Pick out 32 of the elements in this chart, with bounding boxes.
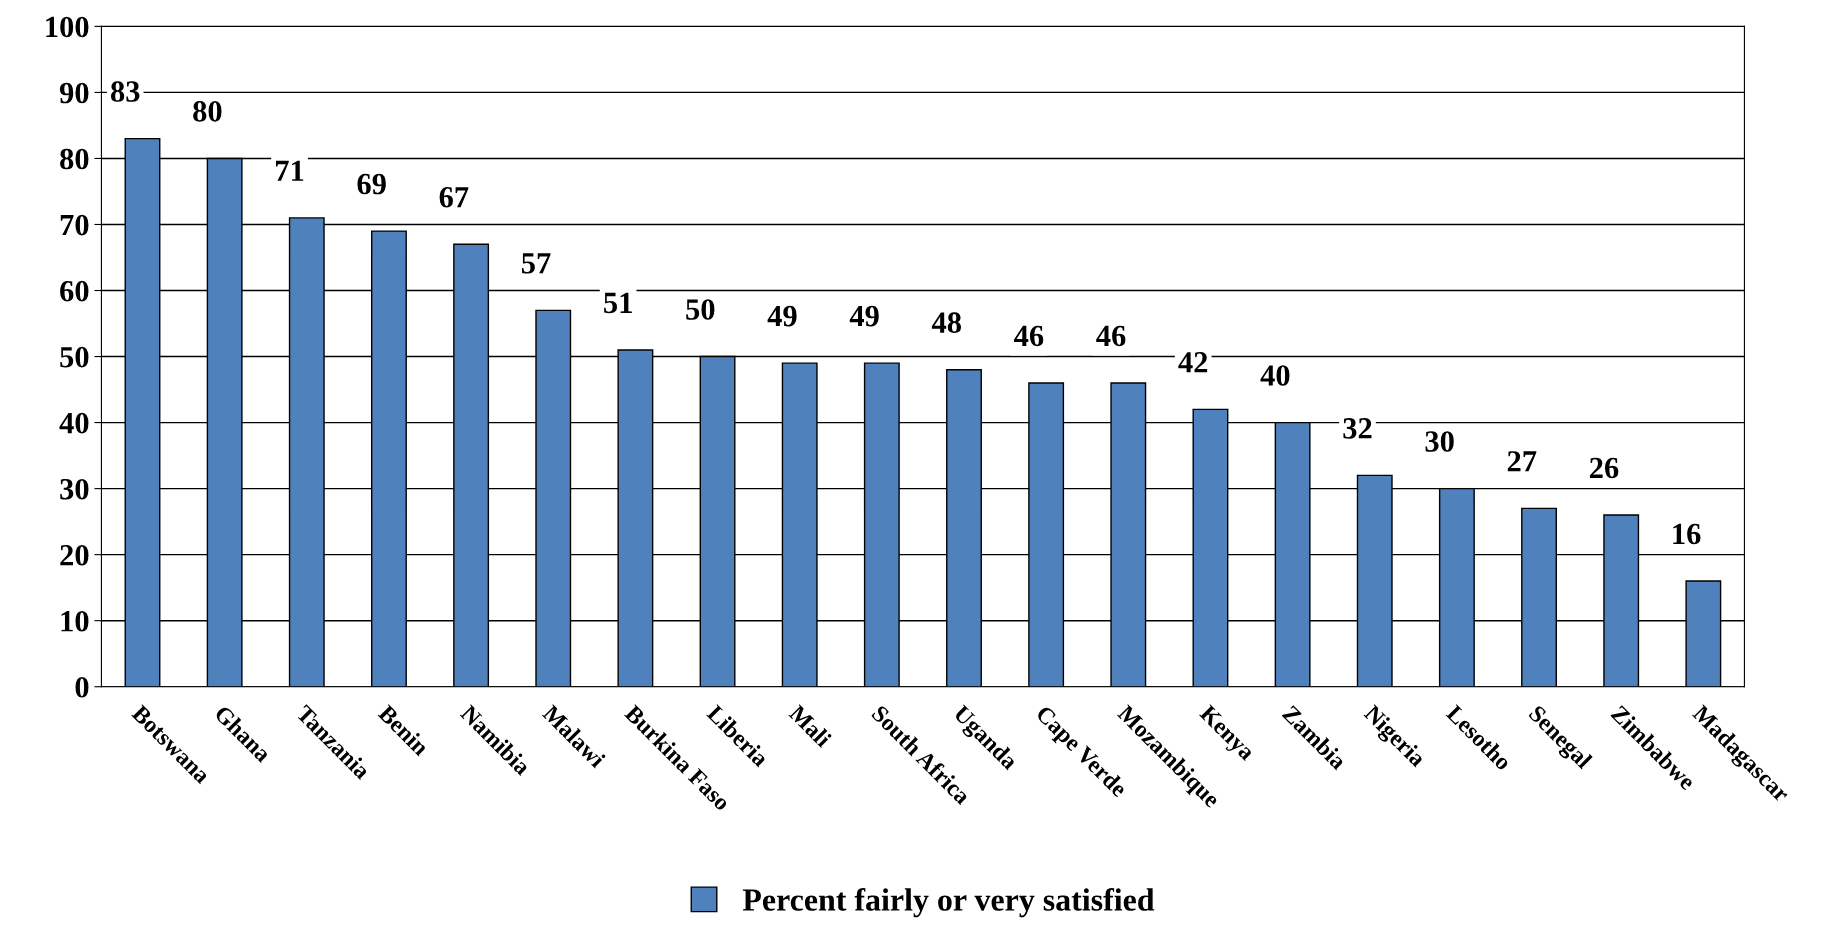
data-label: 49: [767, 305, 797, 327]
data-label: 57: [521, 253, 551, 274]
y-tick-label: 0: [75, 677, 89, 698]
data-label: 69: [357, 173, 386, 195]
data-label: 80: [193, 101, 222, 122]
y-tick-label: 30: [60, 478, 89, 500]
data-label: 26: [1589, 457, 1619, 479]
y-tick-label: 10: [61, 610, 89, 632]
y-tick-label: 50: [60, 346, 89, 368]
data-label: 51: [604, 292, 632, 314]
y-tick-label: 40: [59, 412, 89, 434]
data-label: 16: [1673, 523, 1701, 545]
data-label: 49: [849, 305, 879, 327]
data-label: 67: [439, 186, 469, 208]
data-label: 50: [686, 299, 715, 320]
data-label: 46: [1096, 325, 1126, 347]
y-tick-label: 70: [60, 214, 89, 236]
y-tick-label: 20: [60, 544, 89, 566]
data-label: 71: [276, 160, 304, 181]
data-label: 27: [1507, 451, 1537, 472]
y-tick-label: 90: [59, 82, 89, 104]
legend-label: Percent fairly or very satisfied: [742, 887, 1155, 918]
y-tick-label: 100: [46, 16, 89, 38]
data-label: 30: [1425, 431, 1454, 452]
data-label: 83: [110, 81, 140, 102]
data-label: 48: [931, 312, 962, 333]
data-label: 46: [1014, 325, 1044, 347]
data-label: 42: [1178, 352, 1208, 373]
y-tick-label: 60: [60, 280, 89, 302]
data-label: 40: [1260, 365, 1290, 386]
data-label: 32: [1343, 418, 1372, 439]
y-tick-label: 80: [60, 148, 89, 170]
